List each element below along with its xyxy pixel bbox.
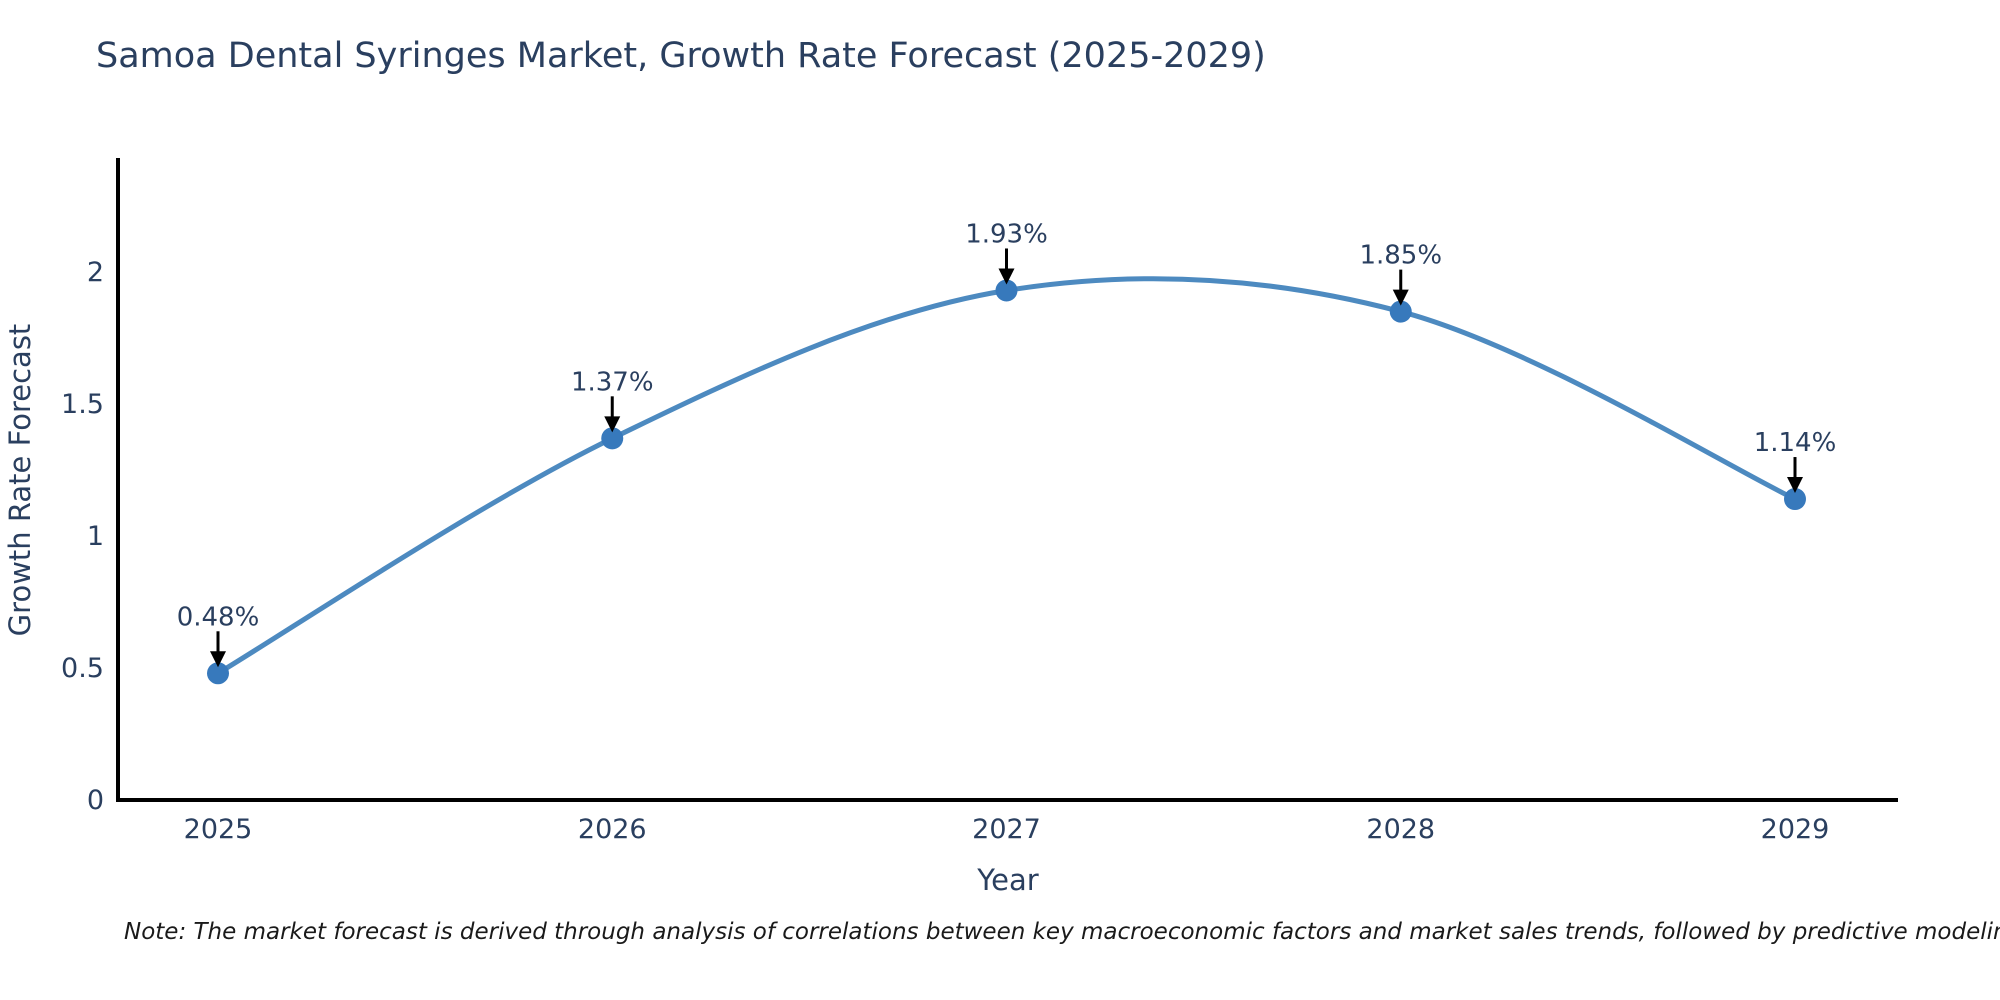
chart-title: Samoa Dental Syringes Market, Growth Rat… [96, 36, 1266, 76]
annotation-arrowhead [1787, 477, 1803, 494]
annotation-label: 0.48% [177, 602, 260, 632]
x-axis-ticks: 2025 2026 2027 2028 2029 [184, 814, 1830, 845]
annotation-label: 1.85% [1359, 241, 1442, 271]
data-point-marker [601, 427, 624, 450]
annotation-label: 1.37% [571, 367, 654, 397]
y-tick-label: 1 [87, 521, 104, 552]
annotation-label: 1.14% [1754, 428, 1837, 458]
y-tick-label: 0 [87, 785, 104, 816]
annotation-arrowhead [604, 416, 621, 433]
y-tick-label: 2 [87, 257, 104, 288]
annotation-arrowhead [998, 268, 1015, 285]
x-axis-title: Year [976, 863, 1038, 897]
series-group [207, 276, 1806, 685]
data-point-marker [207, 662, 229, 685]
x-tick-label: 2029 [1761, 814, 1830, 845]
annotation-label: 1.93% [965, 219, 1048, 249]
x-tick-label: 2026 [578, 814, 647, 845]
series-line [215, 276, 1798, 676]
data-point-marker [1389, 300, 1412, 323]
data-point-marker [1784, 488, 1806, 511]
x-tick-label: 2025 [184, 814, 253, 845]
annotation-arrowhead [1392, 289, 1409, 306]
x-tick-label: 2027 [972, 814, 1041, 845]
chart-footnote: Note: The market forecast is derived thr… [124, 919, 2000, 945]
annotations-group: 0.48% 1.37% 1.93% 1.85% 1.14% [177, 219, 1837, 668]
y-axis-ticks: 0 0.5 1 1.5 2 [61, 257, 104, 816]
y-tick-label: 0.5 [61, 653, 104, 684]
y-axis-title: Growth Rate Forecast [3, 324, 37, 637]
x-tick-label: 2028 [1366, 814, 1435, 845]
annotation-arrowhead [210, 651, 226, 668]
y-tick-label: 1.5 [61, 389, 104, 420]
data-point-marker [995, 279, 1018, 302]
